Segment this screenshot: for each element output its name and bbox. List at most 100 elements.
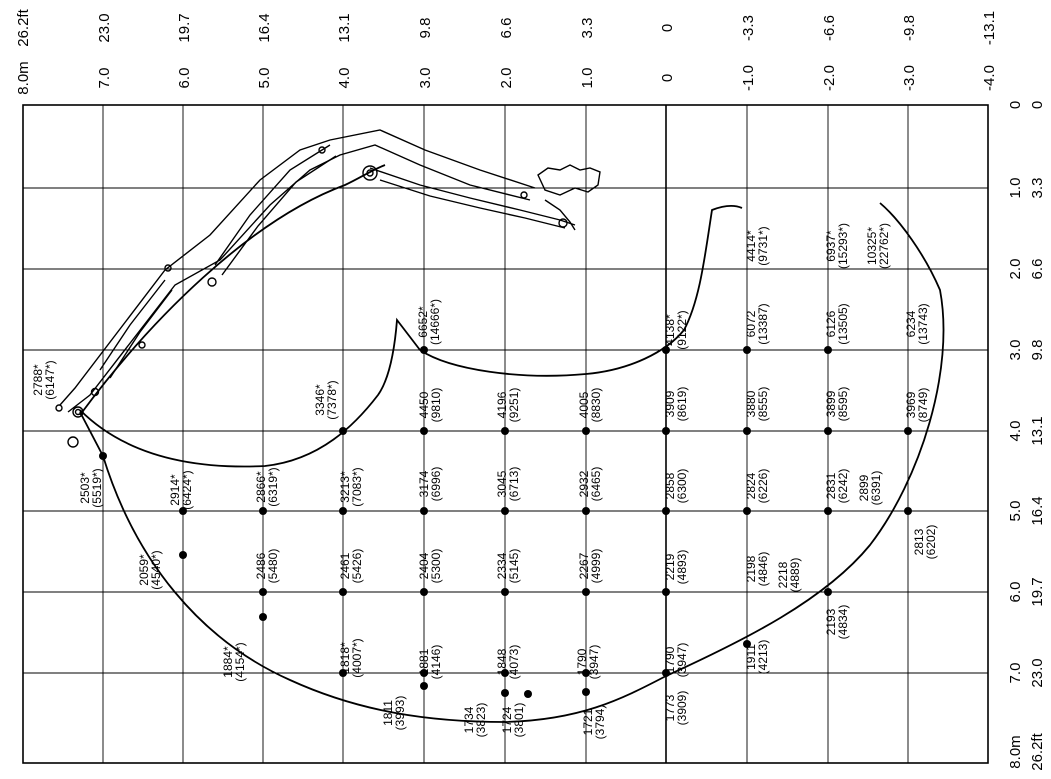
excavator-boom-illustration: [55, 129, 601, 448]
capacity-kg: 2858: [663, 472, 677, 499]
capacity-label: 2198(4846): [744, 552, 770, 587]
top-axis-metric-label: 4.0: [336, 68, 353, 89]
capacity-kg: 10325*: [865, 227, 879, 265]
capacity-label: 1724(3801): [500, 703, 526, 738]
capacity-kg: 1884*: [221, 646, 235, 678]
lift-point: [259, 613, 267, 621]
capacity-lb: (4846): [756, 552, 770, 587]
capacity-labels: 2788*(6147*) 2503*(5519*) 2914*(6424*) 2866…: [31, 223, 938, 739]
capacity-label: 1773(3909): [663, 691, 689, 726]
top-axis-metric-label: 2.0: [498, 68, 515, 89]
capacity-lb: (3947): [675, 643, 689, 678]
capacity-label: 3969(8749): [904, 388, 930, 423]
lift-point: [743, 507, 751, 515]
lift-point: [420, 427, 428, 435]
top-axis-feet-label: -9.8: [901, 15, 918, 41]
capacity-kg: 2198: [744, 555, 758, 582]
capacity-lb: (3993): [393, 696, 407, 731]
capacity-lb: (5300): [429, 549, 443, 584]
capacity-kg: 3909: [663, 390, 677, 417]
capacity-label: 4138*(9122*): [663, 310, 689, 349]
top-axis-metric-label: -2.0: [821, 65, 838, 91]
arm-outline: [369, 167, 576, 226]
capacity-lb: (22762*): [877, 223, 891, 269]
cylinder-outline-upper: [214, 144, 337, 276]
capacity-kg: 3174: [417, 470, 431, 497]
capacity-label: 2193(4834): [824, 605, 850, 640]
lift-point: [582, 427, 590, 435]
capacity-lb: (4889): [788, 558, 802, 593]
top-axis-metric-label: -3.0: [901, 65, 918, 91]
capacity-lb: (6202): [924, 525, 938, 560]
capacity-lb: (5519*): [90, 468, 104, 507]
lift-point: [582, 669, 590, 677]
top-axis-feet-label: 23.0: [96, 13, 113, 42]
capacity-lb: (6424*): [180, 470, 194, 509]
capacity-lb: (3801): [512, 703, 526, 738]
capacity-label: 10325*(22762*): [865, 223, 891, 269]
quick-coupler-outline: [544, 199, 576, 231]
capacity-kg: 2866*: [254, 471, 268, 503]
capacity-lb: (4213): [756, 640, 770, 675]
boom-foot-pin-inner: [74, 408, 82, 416]
capacity-lb: (4893): [675, 550, 689, 585]
capacity-lb: (13387): [756, 303, 770, 344]
capacity-label: 3174(6996): [417, 467, 443, 502]
capacity-kg: 2932: [577, 470, 591, 497]
capacity-label: 3045(6713): [495, 467, 521, 502]
lift-point: [824, 588, 832, 596]
grid-frame: [22, 104, 989, 764]
lift-point: [420, 669, 428, 677]
capacity-lb: (6226): [756, 469, 770, 504]
lift-points: [99, 346, 912, 698]
capacity-lb: (6147*): [43, 360, 57, 399]
lift-point: [662, 427, 670, 435]
working-range-envelope: [79, 164, 945, 723]
lift-point: [420, 588, 428, 596]
capacity-label: 3213*(7083*): [338, 467, 364, 506]
capacity-kg: 1811: [381, 700, 395, 726]
top-axis-metric-label: -4.0: [981, 65, 998, 91]
capacity-label: 3899(8595): [824, 387, 850, 422]
capacity-lb: (8619): [675, 387, 689, 422]
capacity-label: 2218(4889): [776, 558, 802, 593]
capacity-kg: 2219: [663, 553, 677, 580]
top-axis-feet-label: -6.6: [821, 15, 838, 41]
capacity-lb: (3794): [593, 705, 607, 740]
bucket-pin: [558, 218, 568, 228]
arm-cylinder-pin: [520, 191, 528, 199]
top-axis-metric-label: 5.0: [256, 68, 273, 89]
right-axis-feet-label: 13.1: [1029, 416, 1046, 445]
top-axis-metric-label: 3.0: [417, 68, 434, 89]
lift-point: [420, 346, 428, 354]
capacity-kg: 2503*: [78, 472, 92, 504]
capacity-lb: (9731*): [756, 226, 770, 265]
capacity-label: 2267(4999): [577, 549, 603, 584]
capacity-lb: (3909): [675, 691, 689, 726]
capacity-lb: (3947): [587, 645, 601, 680]
capacity-kg: 4138*: [663, 314, 677, 346]
right-axis-metric-label: 1.0: [1007, 178, 1024, 199]
right-axis-corner-feet: 26.2ft: [1029, 732, 1046, 770]
top-axis-feet-label: -13.1: [981, 11, 998, 45]
right-axis-feet-label: 0: [1029, 101, 1046, 109]
capacity-lb: (13505): [836, 303, 850, 344]
inner-reach-curve: [79, 205, 743, 468]
top-axis-feet-label: 3.3: [579, 18, 596, 39]
right-axis-feet-label: 9.8: [1029, 340, 1046, 361]
capacity-label: 2334(5145): [495, 549, 521, 584]
capacity-kg: 1790: [575, 648, 589, 675]
right-axis-metric-label: 3.0: [1007, 340, 1024, 361]
capacity-kg: 1911: [744, 644, 758, 670]
capacity-lb: (4834): [836, 605, 850, 640]
capacity-lb: (5426): [350, 549, 364, 584]
capacity-label: 1790(3947): [663, 643, 689, 678]
capacity-kg: 3880: [744, 390, 758, 417]
reach-arc: [79, 202, 945, 723]
capacity-kg: 2486: [254, 552, 268, 579]
capacity-lb: (6465): [589, 467, 603, 502]
boom-outline-inner: [67, 144, 531, 413]
top-axis-feet-label: -3.3: [740, 15, 757, 41]
capacity-kg: 2218: [776, 561, 790, 588]
right-axis-metric-label: 2.0: [1007, 259, 1024, 280]
